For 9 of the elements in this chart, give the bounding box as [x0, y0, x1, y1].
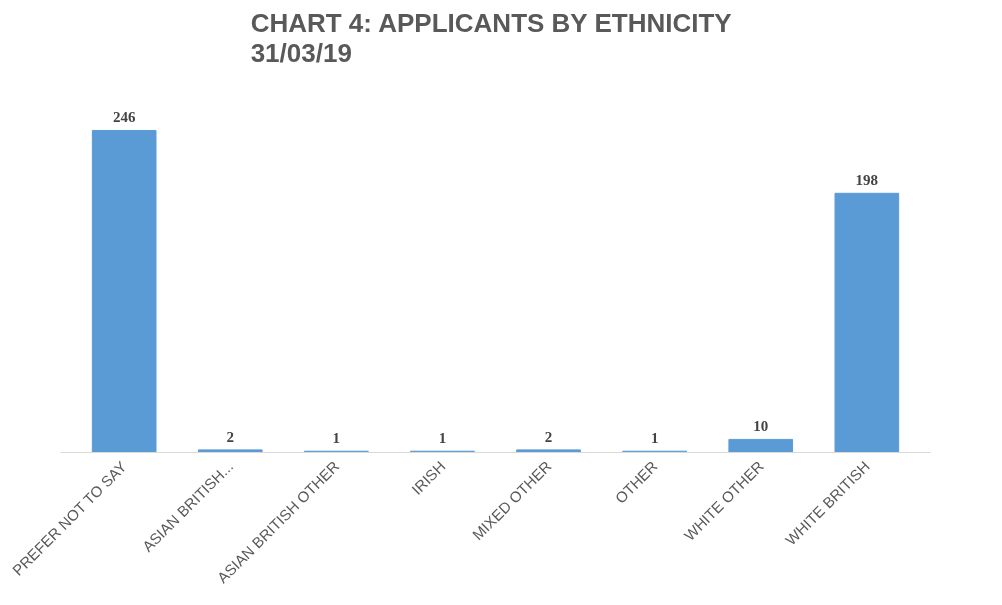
- chart-title: CHART 4: APPLICANTS BY ETHNICITY 31/03/19: [250, 7, 732, 68]
- data-label: 10: [753, 418, 769, 435]
- data-label: 1: [438, 430, 447, 447]
- data-label: 198: [855, 172, 879, 189]
- data-label: 1: [332, 430, 341, 447]
- data-label: 1: [650, 430, 659, 447]
- data-label: 2: [544, 428, 553, 445]
- data-label: 2: [226, 428, 235, 445]
- data-label: 246: [112, 109, 136, 126]
